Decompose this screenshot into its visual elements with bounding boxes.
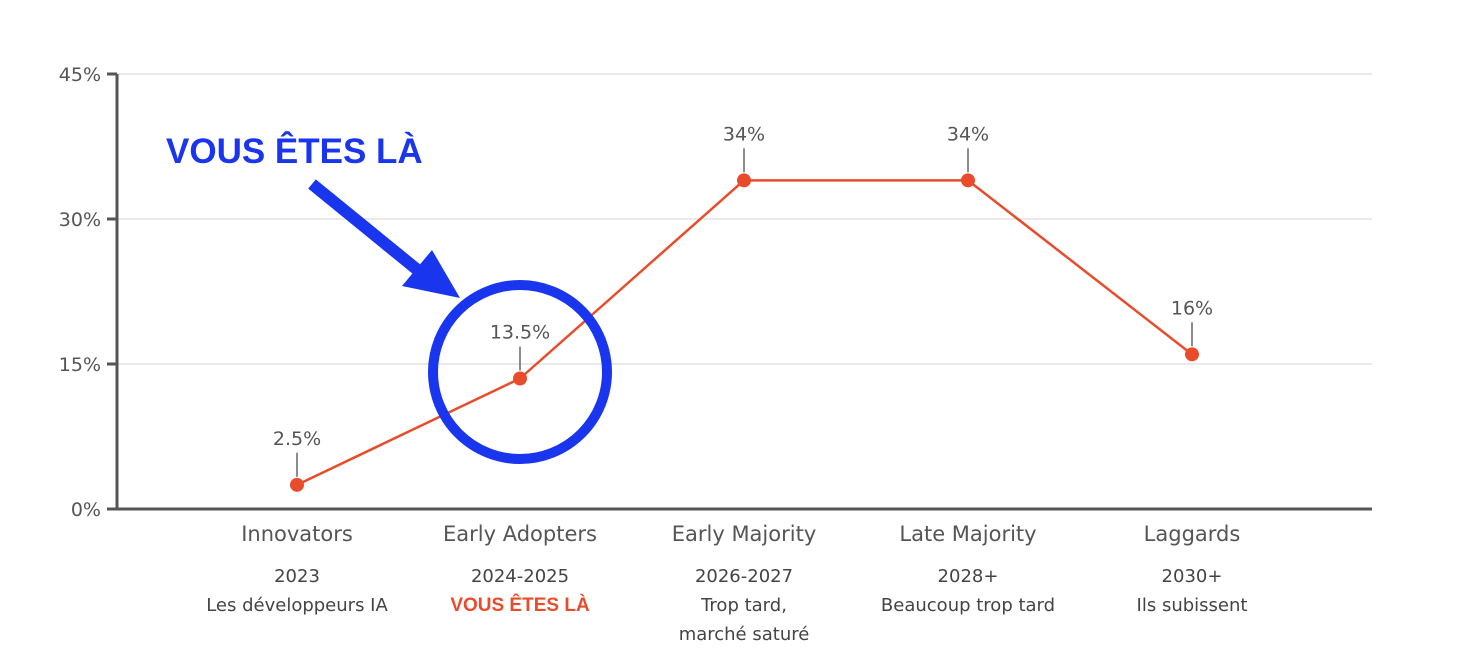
x-sublabel-0-1: Les développeurs IA [206,595,388,616]
y-tick-label-0: 0% [71,499,101,521]
x-sublabel-2-1: Trop tard, [700,595,787,616]
y-tick-label-1: 15% [59,354,101,376]
x-sublabel-4-1: Ils subissent [1137,595,1248,616]
x-sublabel-2-0: 2026-2027 [695,566,793,587]
data-label-2: 34% [723,123,765,145]
x-category-label-3: Late Majority [899,522,1036,546]
y-tick-labels: 0% 15% 30% 45% [59,64,117,521]
data-label-0: 2.5% [273,428,321,450]
x-category-label-1: Early Adopters [443,522,597,546]
x-sublabel-0-0: 2023 [274,566,320,587]
data-point-1 [513,371,527,386]
data-point-2 [737,173,751,188]
data-label-4: 16% [1171,297,1213,319]
data-point-4 [1185,347,1199,362]
y-tick-label-2: 30% [59,209,101,231]
annotation-arrow-shaft [308,179,424,277]
annotation-circle [428,280,612,464]
data-point-0 [290,477,304,492]
data-label-1: 13.5% [490,322,550,344]
annotation-arrow-head [402,250,460,298]
data-labels: 2.5% 13.5% 34% 34% 16% [273,123,1213,477]
grid-lines [117,73,1372,365]
x-sublabel-2-2: marché saturé [679,624,810,645]
series-line [296,179,1193,486]
x-category-labels: Innovators 2023 Les développeurs IA Early A… [206,522,1247,645]
you-are-here-annotation: VOUS ÊTES LÀ [166,131,612,464]
x-category-label-0: Innovators [241,522,353,546]
axes [115,74,1372,511]
annotation-text: VOUS ÊTES LÀ [166,131,423,171]
x-sublabel-3-0: 2028+ [938,566,999,587]
x-sublabel-4-0: 2030+ [1162,566,1223,587]
x-sublabel-1-1: VOUS ÊTES LÀ [450,594,590,616]
x-category-label-4: Laggards [1144,522,1241,546]
y-tick-label-3: 45% [59,64,101,86]
series-adoption [290,173,1199,492]
x-sublabel-1-0: 2024-2025 [471,566,569,587]
data-point-3 [961,173,975,188]
data-label-3: 34% [947,123,989,145]
x-sublabel-3-1: Beaucoup trop tard [881,595,1055,616]
x-category-label-2: Early Majority [672,522,817,546]
